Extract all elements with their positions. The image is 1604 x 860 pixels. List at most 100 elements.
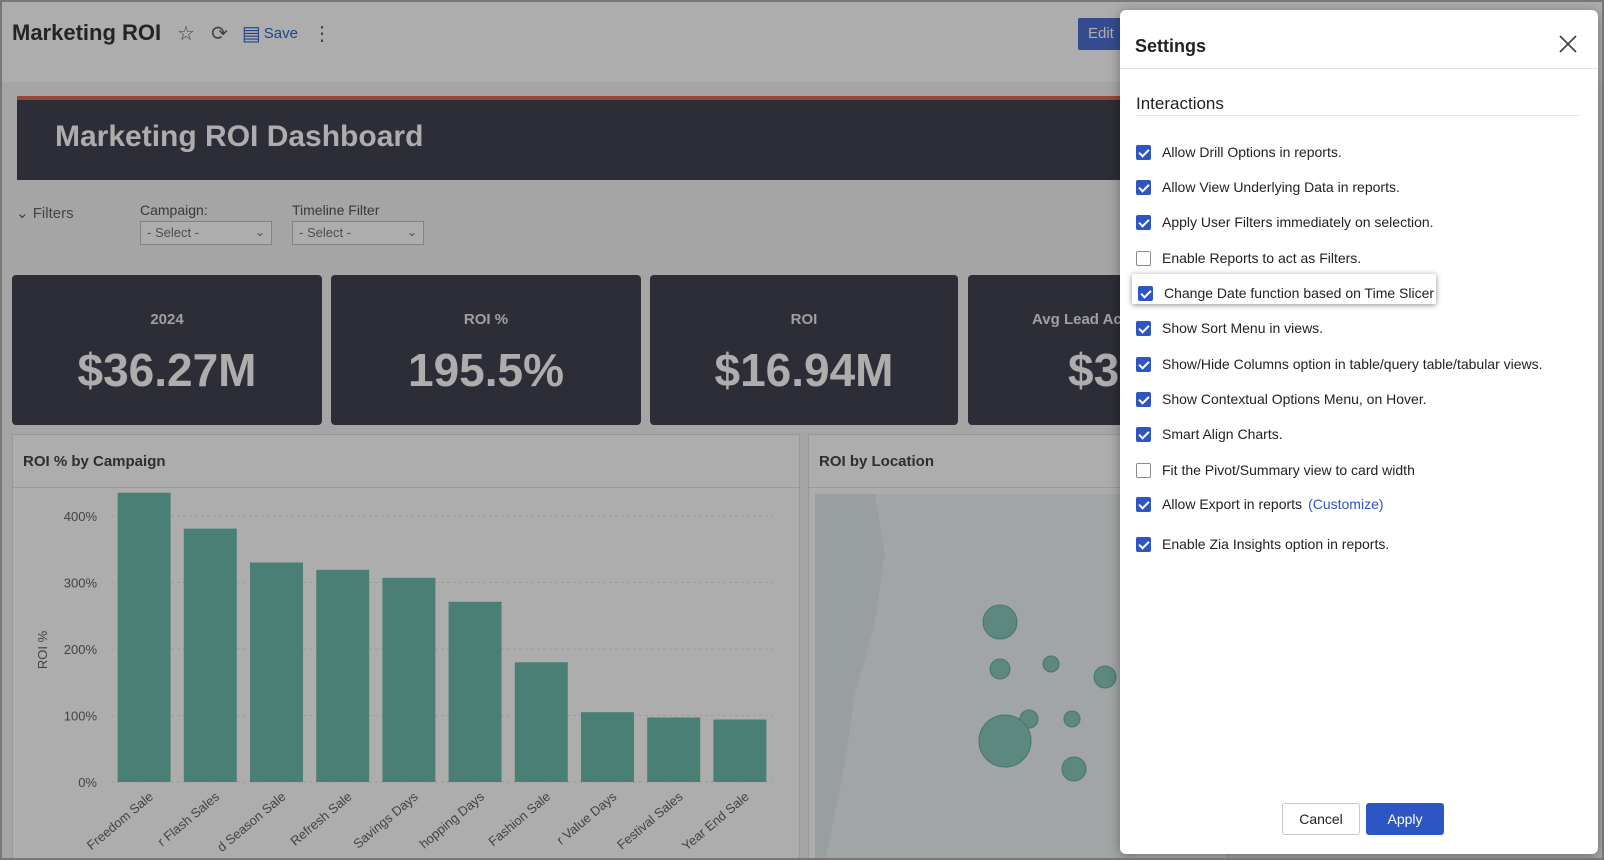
- timeline-filter-label: Timeline Filter: [292, 202, 380, 218]
- settings-option[interactable]: Enable Reports to act as Filters.: [1136, 247, 1361, 269]
- checkbox-unchecked[interactable]: [1136, 250, 1151, 266]
- option-label: Enable Reports to act as Filters.: [1162, 250, 1362, 266]
- kpi-card[interactable]: ROI $16.94M: [650, 275, 958, 425]
- roi-by-campaign-card: ROI % by Campaign 0% 100% 200% 300% 400% ROI …: [12, 434, 800, 858]
- checkbox-checked[interactable]: [1136, 214, 1151, 230]
- settings-option[interactable]: Change Date function based on Time Slice…: [1138, 282, 1434, 304]
- settings-option[interactable]: Allow View Underlying Data in reports.: [1136, 176, 1400, 198]
- checkbox-checked[interactable]: [1136, 356, 1151, 372]
- option-label: Allow Drill Options in reports.: [1162, 144, 1342, 160]
- filters-label: Filters: [32, 205, 74, 222]
- bar[interactable]: [713, 719, 767, 782]
- option-label: Fit the Pivot/Summary view to card width: [1162, 462, 1415, 478]
- refresh-icon[interactable]: ⟳: [211, 22, 228, 45]
- location-bubble[interactable]: [1063, 710, 1081, 728]
- cancel-button[interactable]: Cancel: [1282, 803, 1360, 835]
- kpi-label: Avg Lead Ac: [1032, 311, 1122, 328]
- settings-option[interactable]: Allow Drill Options in reports.: [1136, 141, 1342, 163]
- checkbox-checked[interactable]: [1138, 285, 1153, 301]
- settings-option[interactable]: Show Contextual Options Menu, on Hover.: [1136, 388, 1427, 410]
- page-title: Marketing ROI: [12, 20, 162, 45]
- star-icon[interactable]: ☆: [177, 22, 196, 45]
- location-bubble[interactable]: [1093, 665, 1117, 689]
- campaign-filter: Campaign: - Select - ⌄: [140, 202, 272, 245]
- y-tick-label: 100%: [64, 709, 98, 724]
- section-title: Interactions: [1136, 94, 1224, 113]
- kpi-value: $16.94M: [714, 344, 894, 396]
- kpi-card[interactable]: 2024 $36.27M: [12, 275, 322, 425]
- y-tick-label: 300%: [64, 576, 98, 591]
- checkbox-checked[interactable]: [1136, 536, 1151, 552]
- save-icon: ▤: [241, 22, 261, 45]
- chart-title: ROI by Location: [819, 453, 935, 470]
- option-label: Show Sort Menu in views.: [1162, 320, 1324, 336]
- y-tick-label: 200%: [64, 642, 98, 657]
- y-tick-label: 0%: [78, 775, 97, 790]
- checkbox-checked[interactable]: [1136, 144, 1151, 160]
- timeline-filter: Timeline Filter - Select - ⌄: [292, 202, 424, 245]
- section-divider: [1136, 115, 1580, 116]
- bar[interactable]: [581, 712, 634, 782]
- chart-title: ROI % by Campaign: [23, 453, 166, 470]
- save-button[interactable]: ▤ Save: [242, 21, 298, 46]
- more-icon[interactable]: ⋮: [311, 22, 332, 45]
- settings-option[interactable]: Smart Align Charts.: [1136, 423, 1283, 445]
- map-coast: [815, 494, 885, 858]
- settings-option[interactable]: Apply User Filters immediately on select…: [1136, 211, 1434, 233]
- y-tick-label: 400%: [64, 509, 98, 524]
- option-label: Enable Zia Insights option in reports.: [1162, 536, 1390, 552]
- option-label: Smart Align Charts.: [1162, 426, 1283, 442]
- highlight-box: [1132, 274, 1436, 304]
- card-divider: [809, 487, 1227, 488]
- kpi-card[interactable]: ROI % 195.5%: [331, 275, 641, 425]
- location-bubble[interactable]: [982, 604, 1018, 640]
- location-bubble[interactable]: [1042, 655, 1060, 673]
- close-icon[interactable]: [1556, 32, 1580, 56]
- chevron-down-icon: ⌄: [16, 205, 29, 222]
- banner-title: Marketing ROI Dashboard: [55, 120, 424, 153]
- map-svg: [815, 494, 1117, 858]
- settings-option[interactable]: Fit the Pivot/Summary view to card width: [1136, 459, 1415, 481]
- option-label: Apply User Filters immediately on select…: [1162, 214, 1434, 230]
- option-label: Change Date function based on Time Slice…: [1164, 285, 1435, 301]
- chevron-down-icon: ⌄: [406, 225, 417, 239]
- location-bubble[interactable]: [989, 658, 1011, 680]
- bar[interactable]: [117, 492, 171, 782]
- filters-toggle[interactable]: ⌄ Filters: [16, 204, 74, 222]
- bar[interactable]: [448, 601, 502, 782]
- settings-option[interactable]: Allow Export in reports (Customize): [1136, 493, 1384, 515]
- save-label: Save: [263, 24, 298, 42]
- bar[interactable]: [647, 717, 701, 782]
- location-bubble[interactable]: [1061, 756, 1087, 782]
- bar[interactable]: [183, 528, 237, 782]
- kpi-value: 195.5%: [407, 344, 564, 396]
- option-label: Allow View Underlying Data in reports.: [1162, 179, 1400, 195]
- option-label: Show/Hide Columns option in table/query …: [1162, 356, 1543, 372]
- dialog-title: Settings: [1135, 36, 1207, 56]
- bar[interactable]: [382, 577, 436, 782]
- campaign-filter-label: Campaign:: [140, 202, 208, 218]
- checkbox-checked[interactable]: [1136, 391, 1151, 407]
- timeline-select[interactable]: - Select - ⌄: [292, 221, 424, 245]
- settings-dialog: Settings Interactions Allow Drill Option…: [1120, 10, 1598, 854]
- checkbox-checked[interactable]: [1136, 320, 1151, 336]
- checkbox-checked[interactable]: [1136, 496, 1151, 512]
- bar[interactable]: [250, 562, 303, 782]
- checkbox-checked[interactable]: [1136, 426, 1151, 442]
- checkbox-checked[interactable]: [1136, 179, 1151, 195]
- location-bubble[interactable]: [978, 714, 1032, 768]
- bar[interactable]: [514, 662, 568, 782]
- settings-option[interactable]: Show Sort Menu in views.: [1136, 317, 1323, 339]
- location-map[interactable]: [815, 494, 1135, 858]
- campaign-select[interactable]: - Select - ⌄: [140, 221, 272, 245]
- timeline-select-value: - Select -: [299, 225, 352, 240]
- dialog-divider: [1120, 68, 1598, 69]
- customize-link[interactable]: (Customize): [1308, 496, 1384, 512]
- campaign-select-value: - Select -: [147, 225, 200, 240]
- bar[interactable]: [316, 569, 370, 782]
- settings-option[interactable]: Show/Hide Columns option in table/query …: [1136, 353, 1543, 375]
- apply-button[interactable]: Apply: [1366, 803, 1444, 835]
- settings-option[interactable]: Enable Zia Insights option in reports.: [1136, 533, 1389, 555]
- checkbox-unchecked[interactable]: [1136, 462, 1151, 478]
